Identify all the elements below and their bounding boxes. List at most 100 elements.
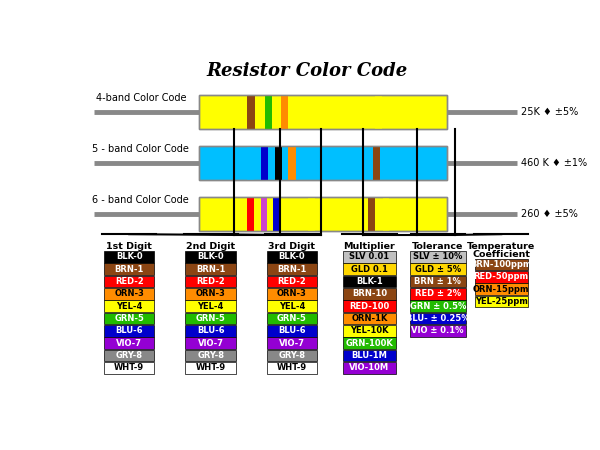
- Bar: [343, 251, 396, 263]
- Bar: [104, 276, 154, 287]
- Bar: [343, 301, 396, 312]
- Bar: [199, 95, 447, 129]
- Text: ORN-3: ORN-3: [277, 289, 307, 298]
- Text: VIO-7: VIO-7: [197, 339, 224, 348]
- Bar: [185, 362, 236, 374]
- Bar: [199, 95, 447, 129]
- Bar: [104, 288, 154, 300]
- Text: BRN-1: BRN-1: [277, 265, 307, 274]
- Bar: [199, 197, 447, 231]
- Text: 4-band Color Code: 4-band Color Code: [95, 93, 186, 103]
- Text: YEL-10K: YEL-10K: [350, 326, 389, 335]
- Text: GRN-5: GRN-5: [277, 314, 307, 323]
- Text: YEL-4: YEL-4: [279, 302, 305, 310]
- Bar: [260, 197, 268, 231]
- Bar: [104, 301, 154, 312]
- Text: RED-100: RED-100: [349, 302, 389, 310]
- Bar: [199, 146, 447, 180]
- Text: RED-50ppm: RED-50ppm: [473, 272, 529, 281]
- Text: BLU-1M: BLU-1M: [352, 351, 388, 360]
- Text: VIO ± 0.1%: VIO ± 0.1%: [412, 326, 464, 335]
- Text: YEL-4: YEL-4: [116, 302, 142, 310]
- Bar: [475, 271, 527, 283]
- Text: GRY-8: GRY-8: [116, 351, 143, 360]
- Bar: [185, 276, 236, 287]
- Bar: [281, 95, 288, 129]
- Text: ORN-3: ORN-3: [115, 289, 144, 298]
- Text: YEL-25ppm: YEL-25ppm: [475, 297, 527, 306]
- Bar: [288, 146, 296, 180]
- Text: BRN ± 1%: BRN ± 1%: [414, 277, 461, 286]
- Bar: [104, 251, 154, 263]
- Text: BLK-0: BLK-0: [278, 252, 305, 261]
- Text: GRN-100K: GRN-100K: [346, 339, 394, 348]
- Text: BLK-1: BLK-1: [356, 277, 383, 286]
- Bar: [185, 325, 236, 337]
- Bar: [267, 288, 317, 300]
- Text: ORN-15ppm: ORN-15ppm: [473, 285, 530, 294]
- Bar: [267, 263, 317, 275]
- Text: 2nd Digit: 2nd Digit: [186, 242, 235, 251]
- Bar: [410, 325, 466, 337]
- Text: VIO-10M: VIO-10M: [349, 363, 389, 372]
- Bar: [199, 146, 447, 180]
- Text: Coefficient: Coefficient: [472, 250, 530, 259]
- Bar: [104, 263, 154, 275]
- Text: 460 K ♦ ±1%: 460 K ♦ ±1%: [521, 158, 587, 168]
- Bar: [261, 146, 268, 180]
- Text: VIO-7: VIO-7: [116, 339, 142, 348]
- Text: GRY-8: GRY-8: [197, 351, 224, 360]
- Text: WHT-9: WHT-9: [277, 363, 307, 372]
- Text: 260 ♦ ±5%: 260 ♦ ±5%: [521, 209, 577, 219]
- Bar: [475, 284, 527, 295]
- Text: Resistor Color Code: Resistor Color Code: [207, 62, 408, 80]
- Text: Temperature: Temperature: [467, 242, 535, 251]
- Bar: [185, 350, 236, 361]
- Text: ORN-3: ORN-3: [196, 289, 226, 298]
- Text: GRY-8: GRY-8: [278, 351, 305, 360]
- Bar: [343, 276, 396, 287]
- Bar: [410, 288, 466, 300]
- Text: RED ± 2%: RED ± 2%: [415, 289, 461, 298]
- Bar: [308, 197, 315, 231]
- Text: VIO-7: VIO-7: [279, 339, 305, 348]
- Bar: [104, 362, 154, 374]
- Text: BRN-1: BRN-1: [115, 265, 144, 274]
- Text: BRN-10: BRN-10: [352, 289, 387, 298]
- Text: BLK-0: BLK-0: [116, 252, 143, 261]
- Bar: [185, 288, 236, 300]
- Text: GRN-5: GRN-5: [115, 314, 144, 323]
- Bar: [104, 338, 154, 349]
- Text: WHT-9: WHT-9: [196, 363, 226, 372]
- Bar: [185, 263, 236, 275]
- Text: BLU- ± 0.25%: BLU- ± 0.25%: [406, 314, 470, 323]
- Bar: [343, 350, 396, 361]
- Text: BLU-6: BLU-6: [197, 326, 224, 335]
- Bar: [343, 263, 396, 275]
- Text: Tolerance: Tolerance: [412, 242, 463, 251]
- Bar: [185, 338, 236, 349]
- Text: BLU-6: BLU-6: [115, 326, 143, 335]
- Text: RED-2: RED-2: [115, 277, 143, 286]
- Bar: [267, 301, 317, 312]
- Bar: [247, 197, 254, 231]
- Bar: [267, 338, 317, 349]
- Bar: [267, 251, 317, 263]
- Text: GRN ± 0.5%: GRN ± 0.5%: [410, 302, 466, 310]
- Text: BLU-6: BLU-6: [278, 326, 306, 335]
- Bar: [275, 146, 281, 180]
- Text: BRN-100ppm: BRN-100ppm: [470, 260, 532, 269]
- Text: GRN-5: GRN-5: [196, 314, 226, 323]
- Bar: [247, 95, 255, 129]
- Text: 1st Digit: 1st Digit: [106, 242, 152, 251]
- Text: BRN-1: BRN-1: [196, 265, 226, 274]
- Bar: [104, 350, 154, 361]
- Text: GLD 0.1: GLD 0.1: [351, 265, 388, 274]
- Text: Multiplier: Multiplier: [344, 242, 395, 251]
- Bar: [410, 301, 466, 312]
- Text: ORN-1K: ORN-1K: [352, 314, 388, 323]
- Bar: [185, 251, 236, 263]
- Bar: [199, 197, 447, 231]
- Text: GLD ± 5%: GLD ± 5%: [415, 265, 461, 274]
- Text: WHT-9: WHT-9: [114, 363, 145, 372]
